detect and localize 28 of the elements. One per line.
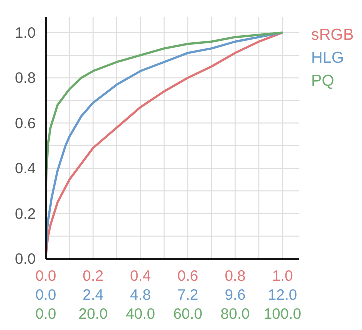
text: 20.0 [78, 306, 108, 323]
x-tick-label: 0.2 [82, 268, 104, 285]
x2-tick-label: 0.0 [36, 287, 56, 304]
series-label: sRGB [311, 26, 354, 46]
x-tick-label: 0.8 [224, 268, 246, 285]
text: PQ [311, 72, 336, 92]
line-series [46, 32, 284, 259]
x-tick-label: 0.0 [36, 268, 56, 285]
text: 100.0 [264, 306, 302, 323]
text: 80.0 [220, 306, 250, 323]
y-tick-label: 0.6 [15, 115, 36, 132]
x-tick-label: 1.0 [272, 268, 294, 285]
x2-tick-label: 7.2 [178, 287, 198, 304]
x2-tick-label: 12.0 [268, 287, 298, 304]
y-tick-label: 0.0 [15, 251, 36, 268]
text: HLG [311, 49, 346, 69]
x2-tick-label: 9.6 [224, 287, 246, 304]
y-tick-label: 0.4 [15, 160, 36, 178]
text: 40.0 [126, 306, 156, 323]
y-tick-label: 0.8 [15, 70, 36, 88]
text: 0.0 [36, 306, 56, 323]
x2-tick-label: 2.4 [82, 287, 104, 304]
x2-tick-label: 4.8 [130, 287, 152, 304]
y-tick-label: 0.2 [15, 206, 36, 223]
x-tick-label: 0.4 [130, 268, 152, 285]
text: 60.0 [173, 306, 203, 323]
x-tick-label: 0.6 [178, 268, 198, 285]
y-tick-label: 1.0 [15, 24, 36, 42]
